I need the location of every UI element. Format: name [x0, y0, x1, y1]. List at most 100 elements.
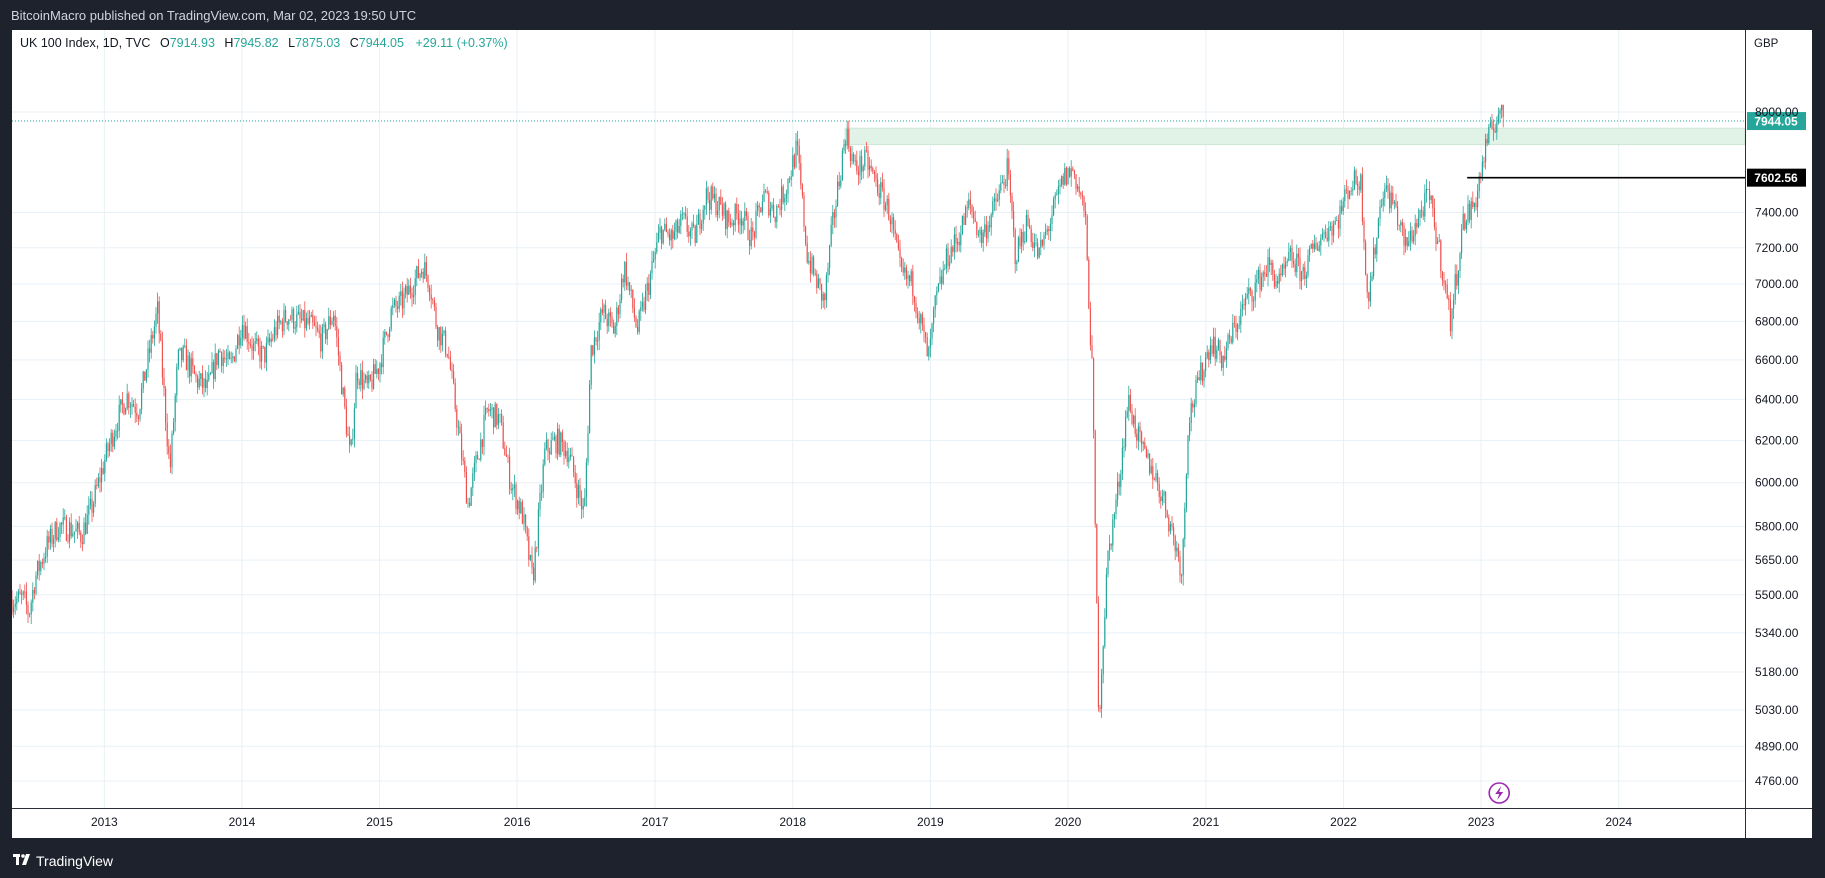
candle-body: [307, 318, 309, 324]
candle-up: [1257, 266, 1259, 285]
candle-up: [499, 413, 501, 424]
candle-body: [1393, 202, 1395, 204]
candle-body: [123, 404, 125, 415]
candle-body: [158, 301, 160, 334]
candle-up: [206, 371, 208, 396]
candle-down: [849, 145, 851, 168]
y-tick-label: 4760.00: [1755, 774, 1799, 788]
candle-body: [1139, 426, 1141, 433]
candle-body: [277, 315, 279, 336]
candle-body: [854, 160, 856, 162]
candle-body: [57, 537, 59, 541]
candle-up: [795, 133, 797, 169]
candle-up: [1187, 434, 1189, 479]
candle-up: [593, 330, 595, 364]
candle-up: [1200, 355, 1202, 385]
candle-body: [265, 342, 267, 363]
tradingview-logo-icon[interactable]: [13, 851, 31, 869]
candle-body: [1374, 247, 1376, 255]
candle-body: [1129, 395, 1131, 411]
candle-up: [880, 177, 882, 205]
candle-body: [99, 477, 101, 483]
candle-body: [493, 407, 495, 428]
lightning-icon[interactable]: [1488, 782, 1511, 804]
candle-body: [502, 422, 504, 449]
candle-up: [1256, 269, 1258, 293]
candle-body: [297, 311, 299, 314]
publisher-bar: BitcoinMacro published on TradingView.co…: [0, 0, 1825, 30]
candle-down: [561, 429, 563, 452]
candle-body: [1467, 203, 1469, 222]
candle-down: [1086, 214, 1088, 262]
candle-down: [1160, 490, 1162, 509]
candle-body: [38, 560, 40, 572]
candle-down: [601, 299, 603, 316]
candle-body: [1086, 216, 1088, 260]
candle-body: [353, 408, 355, 439]
candle-body: [1497, 113, 1499, 123]
candle-body: [1493, 128, 1495, 132]
candle-body: [480, 439, 482, 460]
candle-body: [120, 399, 122, 405]
candle-up: [1485, 133, 1487, 170]
candle-body: [275, 327, 277, 336]
candle-up: [641, 292, 643, 312]
candle-body: [1121, 447, 1123, 475]
candle-body: [161, 340, 163, 378]
candle-body: [1142, 442, 1144, 444]
candle-down: [197, 374, 199, 394]
candle-down: [61, 521, 63, 535]
candle-body: [1349, 190, 1351, 199]
candle-body: [934, 295, 936, 310]
candle-up: [1053, 196, 1055, 217]
candle-up: [53, 534, 55, 553]
candle-up: [441, 326, 443, 352]
candle-down: [592, 344, 594, 357]
candle-body: [600, 309, 602, 323]
candle-up: [353, 402, 355, 448]
candle-body: [485, 408, 487, 415]
candle-up: [630, 285, 632, 299]
time-axis[interactable]: 2013 2014 2015 2016 2017 2018 2019 2020 2021 2022…: [12, 808, 1812, 830]
candle-body: [944, 268, 946, 270]
candle-up: [483, 405, 485, 456]
candle-up: [670, 228, 672, 250]
candle-down: [1179, 550, 1181, 583]
candle-down: [605, 299, 607, 320]
candle-body: [433, 300, 435, 307]
candle-up: [619, 293, 621, 319]
candle-down: [632, 289, 634, 313]
candle-up: [603, 303, 605, 323]
candle-up: [1289, 245, 1291, 261]
candle-up: [305, 312, 307, 331]
candle-body: [240, 337, 242, 346]
candle-up: [414, 269, 416, 305]
candle-down: [637, 319, 639, 335]
candle-up: [1045, 223, 1047, 239]
candle-body: [1446, 285, 1448, 299]
price-axis[interactable]: 8000.007400.007200.007000.006800.006600.…: [1745, 30, 1799, 838]
candle-body: [750, 227, 752, 247]
chart-panel[interactable]: 7944.05 7602.56 2013 2014 2015 2016 2017 2018 2…: [11, 30, 1812, 838]
candle-body: [256, 338, 258, 342]
candle-down: [609, 307, 611, 327]
candle-down: [686, 208, 688, 238]
candle-down: [1008, 150, 1010, 180]
candle-body: [432, 299, 434, 301]
candle-body: [1430, 195, 1432, 201]
candle-body: [1075, 174, 1077, 189]
candle-body: [1166, 510, 1168, 518]
candle-up: [645, 284, 647, 314]
candle-body: [24, 591, 26, 593]
candle-body: [45, 556, 47, 559]
candle-body: [203, 378, 205, 388]
candle-up: [537, 502, 539, 557]
candle-body: [819, 278, 821, 284]
event-marker[interactable]: [1488, 782, 1511, 804]
candle-down: [1280, 264, 1282, 282]
footer-brand[interactable]: TradingView: [36, 853, 114, 869]
candle-body: [957, 241, 959, 244]
candle-body: [525, 514, 527, 528]
candle-body: [936, 291, 938, 296]
